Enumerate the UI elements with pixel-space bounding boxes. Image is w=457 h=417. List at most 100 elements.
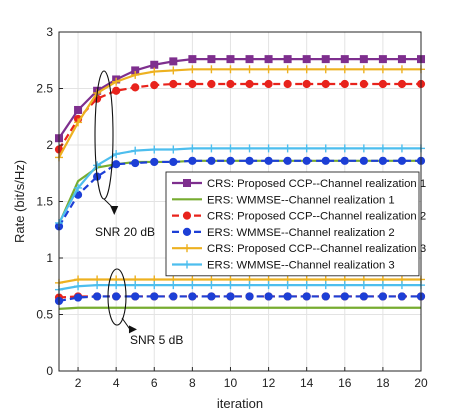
data-point [188,156,197,165]
data-point [150,60,159,69]
data-point [188,281,197,290]
x-tick-label: 16 [338,376,352,390]
data-point [359,281,368,290]
annotation-arrowhead [128,325,137,334]
data-point [264,65,273,74]
data-point [245,156,254,165]
data-point [74,183,83,192]
data-point [169,66,178,75]
data-point [340,55,349,64]
legend-entry: ERS: WMMSE--Channel realization 2 [172,227,395,239]
data-point [131,146,140,155]
data-point [207,65,216,74]
data-point [226,144,235,153]
data-point [245,292,254,301]
data-point [93,292,102,301]
data-point [378,65,387,74]
y-axis-label: Rate (bit/s/Hz) [12,160,27,243]
annotation-snr20: SNR 20 dB [95,225,155,239]
data-point [359,65,368,74]
data-point [150,67,159,76]
data-point [378,156,387,165]
x-tick-label: 8 [189,376,196,390]
legend-label: CRS: Proposed CCP--Channel realization 1 [207,178,426,190]
data-point [207,79,216,89]
data-point [340,144,349,153]
y-tick-label: 0.5 [36,308,53,322]
data-point [245,281,254,290]
legend-label: CRS: Proposed CCP--Channel realization 2 [207,211,426,223]
x-tick-label: 18 [376,376,390,390]
data-point [359,156,368,165]
data-point [169,281,178,290]
data-point [245,65,254,74]
series-5 [55,65,425,287]
data-point [340,281,349,290]
data-point [378,79,387,89]
data-point [169,145,178,154]
data-point [226,55,235,64]
data-point [302,292,311,301]
data-point [321,65,330,74]
data-point [112,86,121,95]
data-point [302,65,311,74]
data-point [112,281,121,290]
data-point [226,65,235,74]
data-point [378,55,387,64]
data-point [74,105,83,114]
legend-entry: CRS: Proposed CCP--Channel realization 1 [172,178,426,190]
data-point [264,281,273,290]
data-point [131,158,140,168]
data-point [207,281,216,290]
data-point [283,144,292,153]
data-point [340,79,349,89]
data-point [321,79,330,89]
data-point [302,55,311,64]
series-line-snr5 [58,306,421,310]
data-point [321,55,330,64]
y-tick-label: 1.5 [36,195,53,209]
data-point [302,281,311,290]
data-point [321,292,330,301]
data-point [131,281,140,290]
data-point [150,157,159,167]
y-tick-label: 3 [46,25,53,39]
data-point [245,144,254,153]
legend-label: ERS: WMMSE--Channel realization 2 [207,227,395,239]
data-point [73,293,83,302]
data-point [321,281,330,290]
data-point [131,292,140,301]
annotation-snr5: SNR 5 dB [130,333,183,347]
data-point [359,144,368,153]
data-point [359,79,368,89]
data-point [302,156,311,165]
series-layer [54,55,426,310]
x-tick-label: 10 [224,376,238,390]
annotation-arrowhead [110,206,119,216]
legend-entry: ERS: WMMSE--Channel realization 1 [172,194,395,206]
x-tick-label: 14 [300,376,314,390]
data-point [264,292,273,301]
data-point [264,156,273,165]
data-point [283,156,292,165]
data-point [302,144,311,153]
data-point [397,156,407,165]
x-tick-label: 2 [75,376,82,390]
data-point [340,65,349,74]
data-point [245,55,254,64]
annotations: SNR 20 dB SNR 5 dB [94,70,183,347]
data-point [131,70,140,79]
data-point [245,79,254,89]
annotation-ellipse-snr5 [107,268,127,326]
data-point [188,144,197,153]
data-point [378,281,387,290]
data-point [188,55,197,64]
data-point [131,83,140,92]
data-point [188,79,197,89]
data-point [264,144,273,153]
legend-entry: CRS: Proposed CCP--Channel realization 3 [172,243,426,255]
data-point [93,281,102,290]
data-point [226,292,235,301]
data-point [340,292,349,301]
